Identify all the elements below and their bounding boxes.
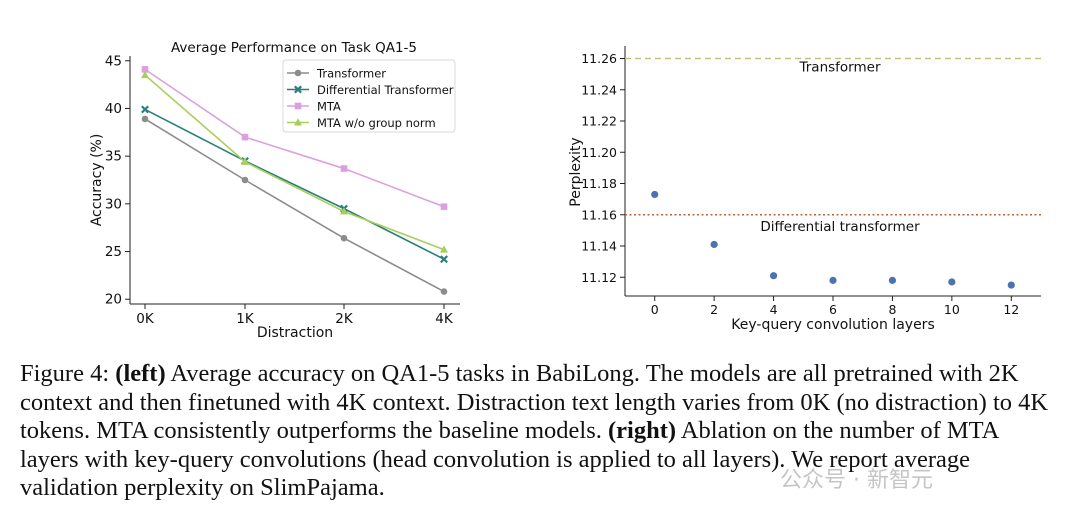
- data-point: [440, 255, 448, 264]
- series-line: [144, 74, 445, 251]
- data-point: [440, 288, 448, 295]
- left-y-tick-label: 20: [105, 292, 122, 308]
- left-y-axis-label: Accuracy (%): [89, 134, 105, 227]
- data-point: [141, 115, 149, 123]
- left-x-tick-label: 1K: [236, 311, 255, 327]
- legend-entry: Differential Transformer: [287, 83, 454, 97]
- left-plot-area: [129, 56, 460, 305]
- reference-line-label: Transformer: [798, 60, 880, 76]
- legend-entry: Transformer: [287, 67, 386, 81]
- legend-marker: [294, 102, 302, 110]
- left-x-axis: 0K 1K 2K 4K: [136, 304, 454, 327]
- right-y-tick-label: 11.18: [581, 176, 617, 191]
- series-line: [144, 68, 445, 208]
- left-x-tick-label: 2K: [335, 311, 354, 327]
- caption-prefix: Figure 4:: [20, 360, 116, 387]
- right-y-tick-label: 11.20: [581, 145, 617, 160]
- left-chart: Average Performance on Task QA1-5 20 25 30…: [89, 40, 460, 341]
- left-x-tick-label: 4K: [435, 311, 454, 327]
- right-points-group: [651, 190, 1015, 289]
- data-point: [1007, 281, 1015, 289]
- left-legend: Transformer Differential Transformer MTA MT…: [282, 59, 456, 133]
- legend-entry: MTA: [287, 100, 341, 114]
- right-y-axis: 11.12 11.14 11.16 11.18 11.20 11.22 11.24 11.26: [581, 51, 625, 285]
- series-mta: [141, 66, 448, 211]
- data-point: [141, 66, 149, 73]
- legend-marker: [294, 69, 302, 77]
- right-chart: Transformer Differential transformer 11.1…: [568, 46, 1041, 333]
- data-point: [829, 276, 837, 284]
- right-x-tick-label: 2: [710, 302, 718, 317]
- right-x-tick-label: 4: [770, 302, 778, 317]
- right-plot-area: [624, 46, 1041, 297]
- left-y-tick-label: 35: [105, 149, 122, 165]
- legend-label: MTA: [317, 100, 341, 114]
- legend-label: Transformer: [316, 67, 386, 81]
- data-point: [340, 234, 348, 242]
- right-x-tick-label: 0: [651, 302, 659, 317]
- right-y-tick-label: 11.12: [581, 270, 617, 285]
- left-y-tick-label: 30: [105, 196, 122, 212]
- data-point: [888, 276, 897, 284]
- legend-marker: [294, 85, 302, 94]
- series-line: [144, 118, 445, 293]
- data-point: [241, 157, 249, 165]
- right-x-axis-label: Key-query convolution layers: [731, 317, 935, 333]
- right-x-tick-label: 12: [1003, 302, 1019, 317]
- right-x-tick-label: 8: [888, 302, 896, 317]
- data-point: [440, 203, 448, 211]
- data-point: [241, 133, 249, 141]
- right-y-axis-label-vertical: Perplexity: [568, 137, 584, 206]
- left-x-tick-label: 0K: [136, 311, 155, 327]
- data-point: [651, 190, 659, 199]
- right-x-axis: 0 2 4 6 8 10 12: [651, 296, 1019, 317]
- left-y-tick-label: 45: [105, 53, 122, 69]
- left-y-tick-label: 25: [105, 244, 122, 260]
- reference-line-label: Differential transformer: [760, 219, 920, 235]
- figure-caption: Figure 4: (left) Average accuracy on QA1…: [20, 360, 1060, 503]
- right-y-tick-label: 11.24: [581, 82, 617, 97]
- right-y-tick-label: 11.22: [581, 114, 617, 129]
- series-line: [144, 108, 445, 260]
- series-transformer: [141, 115, 448, 295]
- data-point: [948, 278, 956, 286]
- data-point: [241, 176, 249, 184]
- right-reference-lines: Transformer Differential transformer: [625, 57, 1041, 235]
- series-mta-w-o-group-norm: [141, 70, 448, 253]
- data-point: [141, 105, 149, 114]
- caption-left-label: (left): [115, 360, 166, 387]
- data-point: [710, 240, 718, 249]
- data-point: [440, 245, 448, 253]
- left-series-group: [141, 66, 448, 295]
- left-chart-title: Average Performance on Task QA1-5: [171, 40, 417, 56]
- data-point: [340, 165, 348, 172]
- right-y-tick-label: 11.14: [581, 239, 617, 254]
- data-point: [141, 70, 149, 79]
- caption-right-label: (right): [608, 417, 677, 444]
- caption-left-text: Average accuracy on QA1-5 tasks in BabiL…: [20, 360, 1049, 444]
- watermark: 公众号 · 新智元: [780, 468, 933, 493]
- right-x-tick-label: 10: [944, 302, 960, 317]
- left-y-axis: 20 25 30 35 40 45: [105, 53, 130, 308]
- left-y-tick-label: 40: [105, 101, 122, 117]
- legend-entry: MTA w/o group norm: [287, 116, 436, 130]
- right-y-tick-label: 11.26: [581, 51, 617, 66]
- right-y-tick-label: 11.16: [581, 207, 617, 222]
- caption-right-text: Ablation on the number of MTA layers wit…: [20, 417, 998, 501]
- legend-label: Differential Transformer: [317, 83, 454, 97]
- data-point: [340, 207, 348, 215]
- legend-marker: [294, 118, 302, 126]
- left-x-axis-label: Distraction: [257, 325, 333, 341]
- data-point: [769, 272, 778, 280]
- legend-label: MTA w/o group norm: [317, 116, 436, 130]
- right-x-tick-label: 6: [829, 302, 837, 317]
